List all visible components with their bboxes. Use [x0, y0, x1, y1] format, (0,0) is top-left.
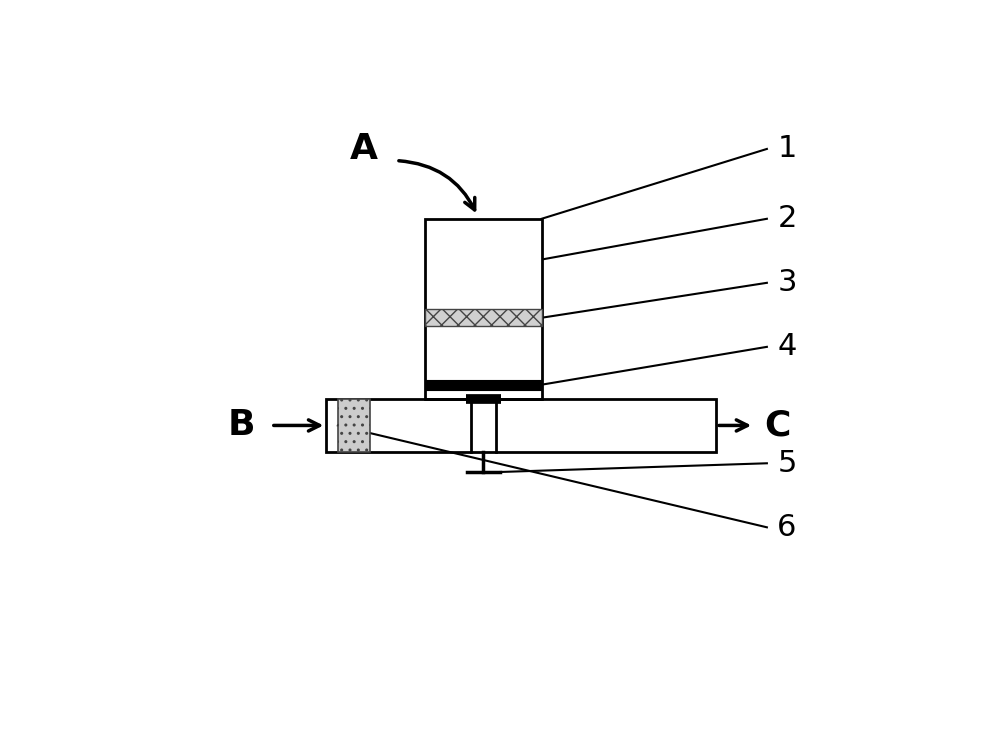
Bar	[425, 218, 542, 399]
Text: 2: 2	[777, 204, 797, 234]
Text: C: C	[764, 408, 791, 442]
Text: 6: 6	[777, 513, 797, 542]
Bar	[338, 399, 370, 451]
Text: 1: 1	[777, 135, 797, 163]
Bar	[425, 309, 542, 327]
Text: 5: 5	[777, 449, 797, 478]
Bar	[326, 399, 716, 451]
Text: A: A	[350, 132, 378, 166]
Text: B: B	[228, 408, 256, 442]
Text: 4: 4	[777, 333, 797, 361]
Text: 3: 3	[777, 268, 797, 297]
